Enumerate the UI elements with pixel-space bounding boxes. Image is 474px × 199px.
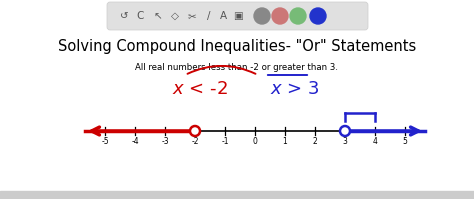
Text: /: / [207,11,211,21]
Bar [0,191,474,199]
Circle shape [340,126,350,136]
FancyBboxPatch shape [107,2,368,30]
Text: 1: 1 [283,137,287,145]
Circle shape [290,8,306,24]
Text: 4: 4 [373,137,377,145]
Text: A: A [219,11,227,21]
Text: ◇: ◇ [171,11,179,21]
Text: 3: 3 [343,137,347,145]
Text: Solving Compound Inequalities- "Or" Statements: Solving Compound Inequalities- "Or" Stat… [58,38,416,54]
Text: -4: -4 [131,137,139,145]
Text: -5: -5 [101,137,109,145]
Circle shape [310,8,326,24]
Circle shape [272,8,288,24]
Text: -1: -1 [221,137,229,145]
Text: 5: 5 [402,137,408,145]
Text: ✂: ✂ [188,11,196,21]
Text: ↺: ↺ [119,11,128,21]
Text: $\it{x}$ > 3: $\it{x}$ > 3 [270,80,320,98]
Text: -3: -3 [161,137,169,145]
Text: $\it{x}$ < -2: $\it{x}$ < -2 [172,80,228,98]
Circle shape [190,126,200,136]
Text: ▣: ▣ [233,11,243,21]
Text: C: C [137,11,144,21]
Text: -2: -2 [191,137,199,145]
Text: ↖: ↖ [154,11,163,21]
Text: 0: 0 [253,137,257,145]
Text: 2: 2 [313,137,318,145]
Circle shape [254,8,270,24]
Text: All real numbers less than -2 or greater than 3.: All real numbers less than -2 or greater… [136,63,338,72]
